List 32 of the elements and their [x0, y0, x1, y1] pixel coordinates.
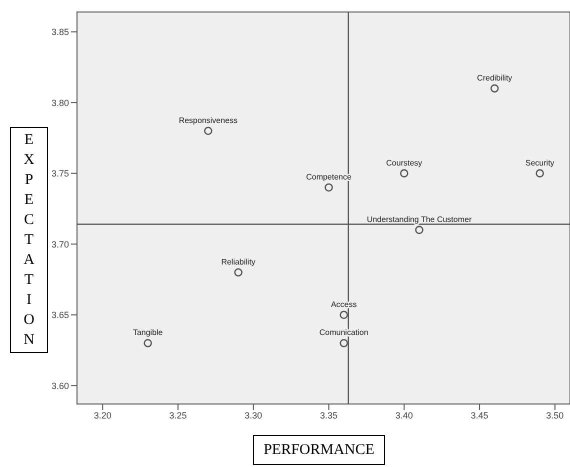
- point: [536, 169, 544, 178]
- point: [340, 310, 348, 319]
- x-axis-title: PERFORMANCE: [253, 435, 385, 465]
- y-tick-label: 3.75: [51, 168, 69, 179]
- annotation: Security: [525, 158, 554, 168]
- annotation: Tangible: [132, 328, 164, 338]
- annotation: Responsiveness: [178, 116, 238, 125]
- text: EXPECTATION: [24, 132, 34, 348]
- x-tick-label: 3.25: [169, 410, 187, 420]
- annotation: Courstesy: [386, 158, 422, 168]
- x-tick-label: 3.30: [244, 410, 262, 420]
- x-tick-label: 3.45: [470, 410, 488, 420]
- annotation: Understanding The Customer: [366, 214, 472, 224]
- x-tick-label: 3.35: [320, 410, 338, 420]
- point: [490, 84, 499, 93]
- point: [234, 268, 242, 277]
- point: [415, 226, 424, 234]
- y-tick-label: 3.65: [51, 310, 69, 320]
- y-tick-label: 3.85: [51, 27, 69, 38]
- point: [204, 126, 212, 136]
- x-tick-label: 3.40: [395, 410, 413, 420]
- point: [400, 169, 408, 178]
- annotation: Credibility: [477, 73, 512, 82]
- annotation: Reliability: [221, 257, 256, 266]
- y-tick-label: 3.60: [51, 380, 69, 391]
- x-tick-label: 3.20: [94, 410, 112, 420]
- point: [340, 339, 348, 348]
- y-tick-label: 3.70: [51, 239, 69, 250]
- x-tick-label: 3.50: [546, 410, 564, 420]
- point: [144, 339, 152, 348]
- y-tick-label: 3.80: [51, 98, 69, 108]
- point: [324, 183, 333, 192]
